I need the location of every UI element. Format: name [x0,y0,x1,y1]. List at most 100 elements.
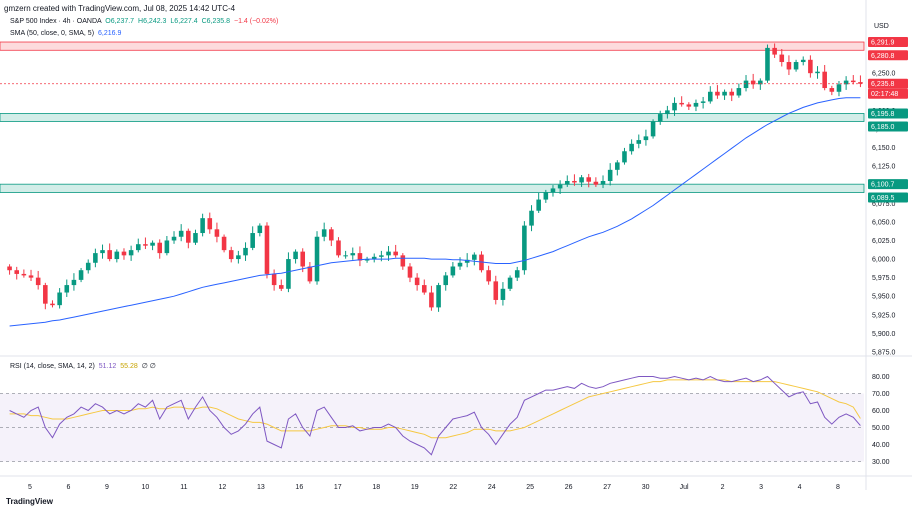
candle-body [672,102,677,111]
zone-support-2 [0,183,865,193]
candle-body [743,80,749,89]
candle-body [750,80,756,85]
candle-body [250,233,255,248]
candle-body [314,236,320,282]
time-tick-label: 22 [449,484,457,491]
candle-body [186,230,191,243]
rsi-ma-value: 55.28 [120,363,138,370]
currency-label: USD [874,23,889,30]
time-tick-label: 3 [759,484,763,491]
candle-body [35,277,41,286]
rsi-extra: ∅ ∅ [141,363,156,370]
candle-body [271,273,277,286]
tag-countdown-bg [868,88,908,99]
candle-body [364,259,370,261]
tag-support2-top-bg [868,179,908,190]
time-tick-label: 16 [295,484,303,491]
candle-body [64,285,70,293]
candle-body [329,229,334,241]
candle-body [143,244,148,246]
candle-body [572,180,577,183]
time-tick-label: 18 [372,484,380,491]
candle-body [243,247,248,256]
candle-body [193,233,198,243]
candle-body [779,54,785,63]
candle-body [543,192,549,200]
time-tick-label: 27 [603,484,611,491]
price-tick-label: 5,900.0 [872,331,895,338]
rsi-tick-label: 50.00 [872,425,890,432]
candle-body [464,259,470,263]
price-tick-label: 5,925.0 [872,312,895,319]
candle-body [207,218,213,230]
tradingview-logo[interactable]: TradingView [6,497,53,506]
candle-body [836,84,842,92]
candle-body [121,251,127,256]
candle-body [50,303,55,306]
candle-body [622,151,627,163]
candle-body [522,225,527,271]
rsi-line [9,375,861,456]
candle-body [421,285,427,293]
candle-body [200,218,205,234]
candle-body [758,80,763,85]
candle-body [850,80,856,83]
tag-resistance-bot-bg [868,50,908,61]
time-tick-label: 2 [721,484,725,491]
price-tick-label: 6,050.0 [872,219,895,226]
sma-line [9,97,861,327]
candle-body [593,181,599,185]
time-tick-label: 11 [180,484,187,491]
candle-body [43,285,48,304]
price-tick-label: 5,950.0 [872,294,895,301]
candle-body [21,273,27,276]
time-tick-label: 30 [642,484,650,491]
price-tick-label: 6,025.0 [872,238,895,245]
time-tick-label: 4 [798,484,802,491]
candle-body [450,266,456,276]
candle-body [514,270,520,278]
candle-body [486,270,491,282]
candle-body [772,47,777,55]
candle-body [371,256,377,260]
candle-body [350,253,356,256]
candle-body [278,285,284,289]
lines-layer [0,83,864,327]
zone-resistance-0 [0,41,865,51]
candle-body [214,229,220,237]
candle-body [28,275,34,278]
time-tick-label: 19 [411,484,419,491]
candle-body [707,91,713,102]
candle-body [164,240,170,254]
candle-body [729,91,735,96]
candle-body [557,184,563,189]
sma-legend[interactable]: SMA (50, close, 0, SMA, 5) 6,216.9 [10,30,121,37]
candle-body [150,242,155,246]
candle-body [686,104,692,107]
low-value: L6,227.4 [170,18,198,25]
candle-body [657,114,663,122]
rsi-value: 51.12 [98,363,117,370]
candle-body [643,136,649,141]
symbol-name: S&P 500 Index · 4h · OANDA [10,18,102,25]
candle-body [579,177,584,183]
candle-body [128,250,134,256]
candle-body [564,180,570,185]
grid-layer [0,0,912,490]
time-tick-label: 12 [218,484,226,491]
candle-body [529,210,534,226]
rsi-legend[interactable]: RSI (14, close, SMA, 14, 2) 51.12 55.28 … [10,362,156,370]
tag-last-price-bg [868,78,908,89]
zones-layer [0,41,865,193]
tag-last-price: 6,235.8 [871,81,894,88]
candle-body [607,169,613,181]
candle-body [722,91,727,96]
symbol-legend[interactable]: S&P 500 Index · 4h · OANDA O6,237.7 H6,2… [10,18,278,25]
tag-countdown: 02:17:48 [871,91,898,98]
tag-support2-top: 6,100.7 [871,182,894,189]
candle-body [815,71,820,74]
candle-body [715,91,720,96]
candle-body [693,102,699,107]
candle-body [107,250,112,260]
